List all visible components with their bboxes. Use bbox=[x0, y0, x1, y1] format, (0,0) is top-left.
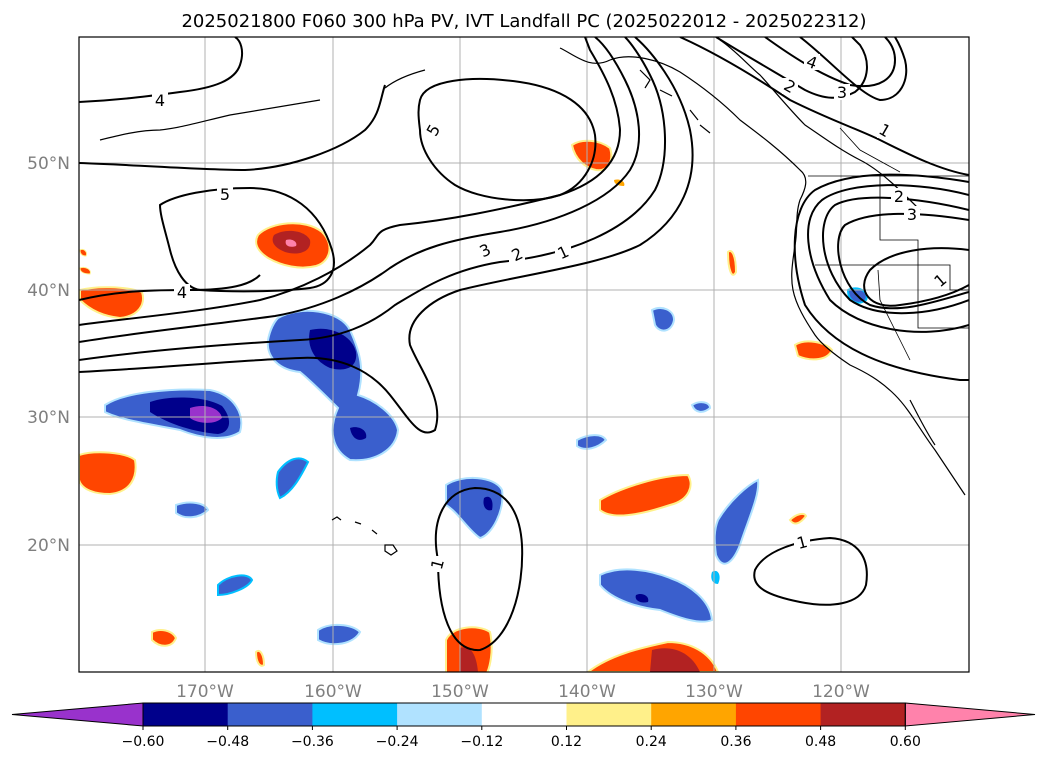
colorbar-segment bbox=[651, 703, 737, 726]
contour-label: 3 bbox=[837, 83, 847, 102]
colorbar-tick-label: 0.12 bbox=[551, 734, 582, 750]
colorbar: −0.60 −0.48 −0.36 −0.24 −0.12 0.12 0.24 0.36 0.4… bbox=[11, 702, 1036, 750]
colorbar-tick-label: −0.12 bbox=[460, 734, 503, 750]
pv-shading bbox=[79, 139, 868, 672]
colorbar-segment bbox=[735, 703, 822, 726]
contour-label: 2 bbox=[894, 187, 904, 206]
lat-label: 20°N bbox=[27, 536, 70, 556]
colorbar-tick-label: 0.48 bbox=[805, 734, 836, 750]
colorbar-segment bbox=[312, 703, 398, 726]
coastlines bbox=[99, 39, 966, 556]
pv-contours bbox=[79, 37, 969, 652]
colorbar-tick-label: −0.36 bbox=[291, 734, 334, 750]
colorbar-segment bbox=[143, 703, 229, 726]
colorbar-tick-label: 0.60 bbox=[890, 734, 921, 750]
colorbar-segment bbox=[820, 703, 906, 726]
lon-label: 160°W bbox=[304, 682, 362, 702]
colorbar-tick-label: 0.24 bbox=[636, 734, 667, 750]
contour-label: 3 bbox=[907, 205, 917, 224]
contour-label: 1 bbox=[795, 532, 810, 553]
colorbar-tick-label: −0.60 bbox=[122, 734, 165, 750]
latitude-labels: 50°N 40°N 30°N 20°N bbox=[27, 154, 70, 556]
colorbar-tick-label: −0.48 bbox=[206, 734, 249, 750]
colorbar-segment bbox=[397, 703, 483, 726]
colorbar-extend-high bbox=[904, 702, 1036, 727]
contour-label: 5 bbox=[220, 185, 230, 204]
lat-label: 30°N bbox=[27, 408, 70, 428]
longitude-labels: 170°W 160°W 150°W 140°W 130°W 120°W bbox=[176, 682, 870, 702]
map-frame bbox=[78, 36, 970, 673]
contour-label: 4 bbox=[177, 283, 187, 302]
lon-label: 170°W bbox=[176, 682, 234, 702]
colorbar-extend-low bbox=[11, 702, 144, 727]
map-area: 4 5 5 4 3 2 1 4 3 2 1 2 3 1 bbox=[79, 37, 969, 672]
colorbar-tick-label: −0.24 bbox=[376, 734, 419, 750]
map-title: 2025021800 F060 300 hPa PV, IVT Landfall… bbox=[181, 11, 866, 32]
graticule bbox=[79, 37, 969, 672]
lon-label: 140°W bbox=[558, 682, 616, 702]
colorbar-segment bbox=[227, 703, 313, 726]
lon-label: 120°W bbox=[812, 682, 870, 702]
contour-label: 4 bbox=[155, 91, 165, 110]
contour-label: 1 bbox=[427, 557, 448, 572]
lon-label: 150°W bbox=[431, 682, 489, 702]
lon-label: 130°W bbox=[685, 682, 743, 702]
contour-labels: 4 5 5 4 3 2 1 4 3 2 1 2 3 1 bbox=[152, 52, 950, 572]
colorbar-segment bbox=[481, 703, 567, 726]
colorbar-tick-label: 0.36 bbox=[720, 734, 751, 750]
colorbar-segment bbox=[566, 703, 652, 726]
lat-label: 50°N bbox=[27, 154, 70, 174]
lat-label: 40°N bbox=[27, 281, 70, 301]
